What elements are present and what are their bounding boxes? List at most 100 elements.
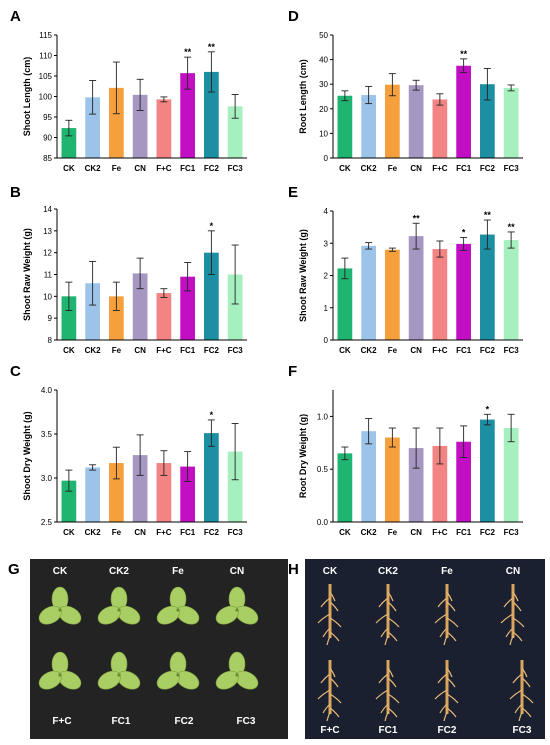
- y-tick-label: 3.5: [41, 430, 53, 439]
- x-tick-label: CK2: [361, 528, 378, 537]
- y-tick-label: 30: [319, 80, 328, 89]
- bar: [480, 84, 495, 158]
- leaf-sample: [97, 586, 141, 625]
- bar: [408, 85, 424, 158]
- root-fiber: [512, 617, 525, 628]
- root-fiber: [512, 673, 523, 684]
- y-axis-label: Root Dry Weight (g): [298, 414, 308, 498]
- root-fiber: [322, 703, 331, 714]
- chart-panel-d: D CK CK2 Fe CN F+C ** FC1 FC2 FC3 0 10 20 30 40 50 Root …: [288, 8, 523, 173]
- x-tick-label: FC2: [204, 346, 220, 355]
- root-fiber: [446, 631, 457, 642]
- root-fiber: [446, 693, 459, 704]
- panel-letter: A: [10, 8, 21, 25]
- root-fiber: [380, 703, 389, 714]
- bar: [227, 106, 243, 158]
- bar: [432, 249, 448, 340]
- bar: [61, 128, 77, 158]
- sample-label: FC3: [237, 716, 256, 727]
- chart-panel-a: A CK CK2 Fe CN F+C ** FC1 ** FC2 FC3 85 90 95 100 105 11…: [10, 8, 247, 173]
- x-tick-label: F+C: [432, 528, 448, 537]
- x-tick-label: FC2: [480, 164, 496, 173]
- x-tick-label: CN: [134, 528, 146, 537]
- x-tick-label: FC2: [204, 528, 220, 537]
- significance-mark: *: [462, 227, 466, 237]
- leaf-sample: [215, 586, 259, 625]
- chart-panel-f: F CK CK2 Fe CN F+C FC1 * FC2 FC3 0.0 0.5 1.0 Root Dry…: [288, 363, 523, 537]
- x-tick-label: CK2: [85, 164, 102, 173]
- y-tick-label: 40: [319, 56, 328, 65]
- y-tick-label: 1.0: [317, 412, 329, 421]
- bar: [132, 273, 148, 340]
- petiole-node: [235, 608, 239, 612]
- x-tick-label: Fe: [112, 164, 122, 173]
- root-fiber: [387, 677, 397, 688]
- root-fiber: [512, 591, 519, 602]
- y-tick-label: 105: [39, 72, 53, 81]
- bar: [85, 467, 100, 522]
- bar: [132, 455, 148, 522]
- y-tick-label: 10: [43, 292, 52, 301]
- x-tick-label: CK: [339, 164, 351, 173]
- y-tick-label: 12: [43, 249, 52, 258]
- bar: [61, 296, 77, 340]
- leaf-sample: [38, 651, 82, 690]
- y-tick-label: 2.5: [41, 518, 53, 527]
- bar: [337, 95, 353, 158]
- root-fiber: [434, 689, 448, 700]
- bar: [385, 437, 400, 522]
- root-fiber: [329, 707, 340, 718]
- root-fiber: [446, 591, 453, 602]
- x-tick-label: FC1: [180, 528, 196, 537]
- root-fiber: [387, 693, 400, 704]
- root-fiber: [512, 601, 522, 612]
- y-axis-label: Shoot Dry Weight (g): [22, 411, 32, 500]
- bar: [456, 243, 471, 340]
- root-fiber: [521, 707, 532, 718]
- y-axis-label: Root Length (cm): [298, 59, 308, 134]
- root-fiber: [322, 627, 331, 638]
- x-tick-label: FC3: [504, 164, 520, 173]
- bar: [337, 453, 353, 522]
- root-sample: [500, 584, 525, 646]
- y-tick-label: 4: [324, 207, 329, 216]
- root-fiber: [329, 631, 340, 642]
- sample-label: CN: [506, 566, 520, 577]
- bar: [180, 466, 195, 522]
- petiole-node: [176, 673, 180, 677]
- bar: [132, 94, 148, 158]
- y-tick-label: 10: [319, 129, 328, 138]
- significance-mark: **: [208, 42, 216, 52]
- y-tick-label: 4.0: [41, 386, 53, 395]
- bar: [109, 463, 124, 522]
- x-tick-label: Fe: [112, 528, 122, 537]
- sample-label: CK: [323, 566, 338, 577]
- x-tick-label: FC3: [228, 346, 244, 355]
- sample-label: CN: [230, 566, 244, 577]
- panel-letter: D: [288, 8, 299, 25]
- root-fiber: [437, 673, 448, 684]
- x-tick-label: FC2: [480, 528, 496, 537]
- bar: [456, 65, 471, 158]
- root-sample: [317, 660, 342, 722]
- root-fiber: [329, 601, 339, 612]
- root-fiber: [521, 667, 528, 678]
- root-fiber: [329, 693, 342, 704]
- x-tick-label: F+C: [432, 346, 448, 355]
- sample-label: FC2: [438, 725, 457, 736]
- bar: [361, 95, 376, 158]
- root-fiber: [446, 707, 457, 718]
- root-fiber: [329, 677, 339, 688]
- root-fiber: [384, 711, 389, 722]
- x-tick-label: FC2: [204, 164, 220, 173]
- y-tick-label: 3.0: [41, 474, 53, 483]
- root-fiber: [446, 601, 456, 612]
- x-tick-label: CN: [410, 346, 422, 355]
- y-tick-label: 115: [39, 31, 52, 40]
- root-fiber: [387, 707, 398, 718]
- bar: [503, 87, 519, 158]
- petiole-node: [176, 608, 180, 612]
- root-fiber: [375, 689, 389, 700]
- sample-label: CK2: [109, 566, 129, 577]
- root-fiber: [329, 617, 342, 628]
